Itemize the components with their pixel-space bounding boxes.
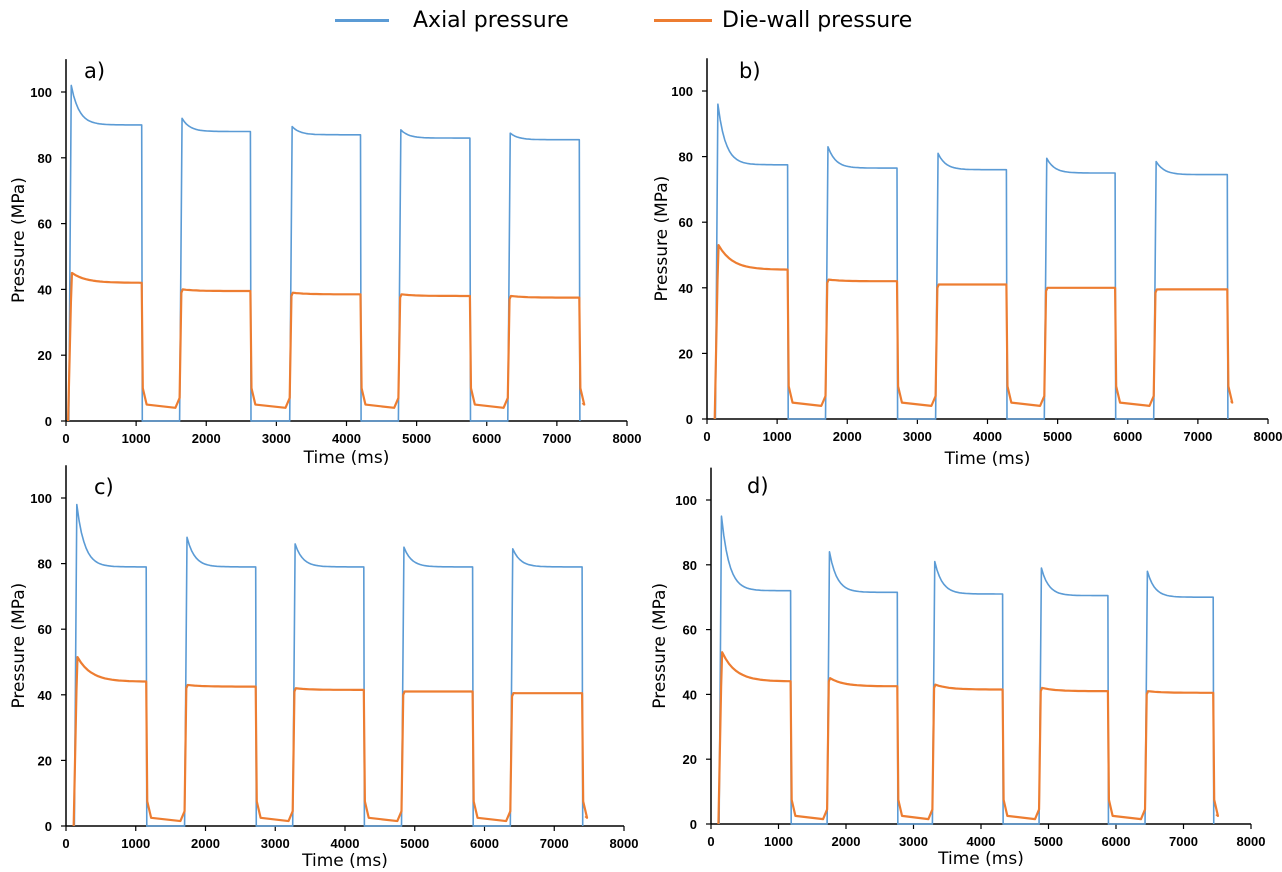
panel-label: c) bbox=[94, 475, 114, 499]
x-tick-label: 4000 bbox=[967, 834, 996, 849]
x-tick-label: 6000 bbox=[472, 431, 501, 446]
y-axis-title: Pressure (MPa) bbox=[9, 177, 29, 303]
y-tick-label: 40 bbox=[683, 687, 697, 702]
x-axis-title: Time (ms) bbox=[944, 449, 1031, 469]
legend-label-diewall: Die-wall pressure bbox=[722, 7, 913, 33]
legend-swatch-diewall bbox=[654, 18, 712, 22]
y-tick-label: 20 bbox=[38, 753, 52, 768]
y-tick-label: 20 bbox=[679, 346, 693, 361]
y-tick-label: 40 bbox=[38, 688, 52, 703]
x-tick-label: 3000 bbox=[899, 834, 928, 849]
x-tick-label: 5000 bbox=[402, 431, 431, 446]
x-tick-label: 5000 bbox=[400, 836, 429, 851]
x-tick-label: 7000 bbox=[1169, 834, 1198, 849]
x-tick-label: 5000 bbox=[1034, 834, 1063, 849]
legend-label-axial: Axial pressure bbox=[413, 7, 569, 33]
y-tick-label: 0 bbox=[690, 817, 697, 832]
x-tick-label: 4000 bbox=[973, 429, 1002, 444]
x-tick-label: 0 bbox=[707, 834, 714, 849]
panel-label: d) bbox=[747, 474, 769, 498]
x-tick-label: 1000 bbox=[122, 431, 151, 446]
y-tick-label: 100 bbox=[30, 491, 52, 506]
y-tick-label: 60 bbox=[38, 217, 52, 232]
y-tick-label: 60 bbox=[683, 623, 697, 638]
x-tick-label: 2000 bbox=[832, 834, 861, 849]
y-tick-label: 60 bbox=[38, 622, 52, 637]
x-tick-label: 3000 bbox=[261, 836, 290, 851]
x-tick-label: 3000 bbox=[903, 429, 932, 444]
chart-legend: Axial pressure Die-wall pressure bbox=[0, 0, 1282, 40]
x-tick-label: 7000 bbox=[540, 836, 569, 851]
y-tick-label: 80 bbox=[38, 557, 52, 572]
y-tick-label: 0 bbox=[45, 414, 52, 429]
x-tick-label: 7000 bbox=[542, 431, 571, 446]
y-tick-label: 20 bbox=[38, 348, 52, 363]
y-tick-label: 0 bbox=[686, 412, 693, 427]
x-axis-title: Time (ms) bbox=[301, 851, 388, 871]
y-tick-label: 80 bbox=[683, 558, 697, 573]
series-axial-line bbox=[714, 103, 1229, 420]
legend-item-axial: Axial pressure bbox=[335, 6, 569, 34]
x-tick-label: 1000 bbox=[763, 429, 792, 444]
x-tick-label: 1000 bbox=[764, 834, 793, 849]
x-axis-title: Time (ms) bbox=[303, 448, 390, 468]
y-axis-title: Pressure (MPa) bbox=[652, 176, 672, 302]
x-tick-label: 5000 bbox=[1043, 429, 1072, 444]
y-tick-label: 20 bbox=[683, 752, 697, 767]
series-diewall-line bbox=[72, 655, 589, 827]
series-axial-line bbox=[68, 84, 581, 422]
x-tick-label: 6000 bbox=[470, 836, 499, 851]
y-tick-label: 40 bbox=[38, 282, 52, 297]
series-diewall-line bbox=[717, 651, 1220, 825]
x-axis-title: Time (ms) bbox=[937, 849, 1024, 869]
y-axis-title: Pressure (MPa) bbox=[650, 583, 670, 709]
x-tick-label: 7000 bbox=[1183, 429, 1212, 444]
y-tick-label: 100 bbox=[671, 84, 693, 99]
x-tick-label: 0 bbox=[62, 431, 69, 446]
panel-label: a) bbox=[84, 59, 105, 83]
panel-label: b) bbox=[739, 59, 761, 83]
y-tick-label: 80 bbox=[679, 150, 693, 165]
x-tick-label: 1000 bbox=[121, 836, 150, 851]
y-tick-label: 0 bbox=[45, 819, 52, 834]
x-tick-label: 4000 bbox=[332, 431, 361, 446]
y-tick-label: 100 bbox=[675, 493, 697, 508]
x-tick-label: 3000 bbox=[262, 431, 291, 446]
y-tick-label: 100 bbox=[30, 85, 52, 100]
x-tick-label: 6000 bbox=[1102, 834, 1131, 849]
series-axial-line bbox=[718, 515, 1215, 825]
y-axis-title: Pressure (MPa) bbox=[9, 583, 29, 709]
x-tick-label: 8000 bbox=[1254, 429, 1282, 444]
x-tick-label: 8000 bbox=[1237, 834, 1266, 849]
y-tick-label: 80 bbox=[38, 151, 52, 166]
y-tick-label: 40 bbox=[679, 281, 693, 296]
legend-item-diewall: Die-wall pressure bbox=[654, 6, 912, 34]
x-tick-label: 8000 bbox=[610, 836, 639, 851]
x-tick-label: 0 bbox=[703, 429, 710, 444]
series-axial-line bbox=[73, 503, 584, 827]
series-diewall-line bbox=[713, 244, 1234, 420]
x-tick-label: 2000 bbox=[191, 836, 220, 851]
x-tick-label: 6000 bbox=[1113, 429, 1142, 444]
x-tick-label: 0 bbox=[62, 836, 69, 851]
x-tick-label: 2000 bbox=[833, 429, 862, 444]
legend-swatch-axial bbox=[335, 18, 389, 22]
x-tick-label: 2000 bbox=[192, 431, 221, 446]
series-diewall-line bbox=[67, 271, 586, 422]
x-tick-label: 4000 bbox=[331, 836, 360, 851]
x-tick-label: 8000 bbox=[613, 431, 642, 446]
y-tick-label: 60 bbox=[679, 215, 693, 230]
